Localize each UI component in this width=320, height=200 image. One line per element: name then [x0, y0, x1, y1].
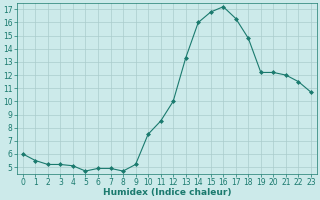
- X-axis label: Humidex (Indice chaleur): Humidex (Indice chaleur): [103, 188, 231, 197]
